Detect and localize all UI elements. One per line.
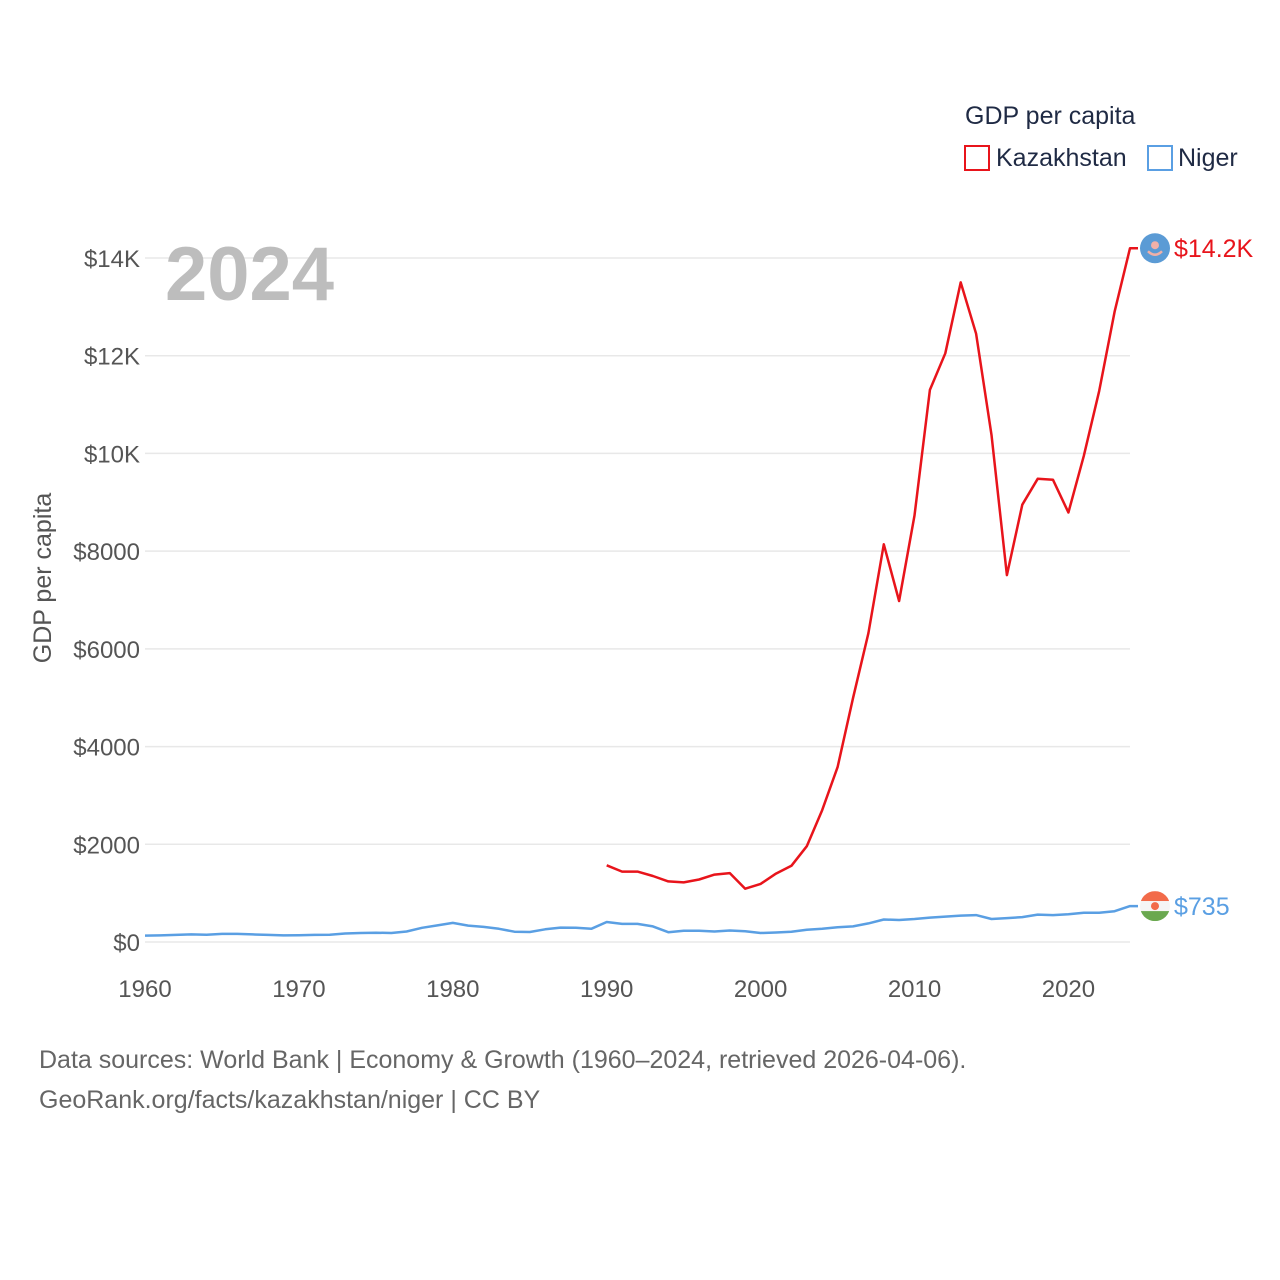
legend: GDP per capita Kazakhstan Niger [964, 102, 1238, 172]
y-tick-label: $10K [84, 441, 140, 468]
x-tick-label: 1970 [272, 976, 325, 1003]
kazakhstan-flag-icon [1140, 233, 1170, 264]
data-sources: Data sources: World Bank | Economy & Gro… [39, 1040, 966, 1120]
y-axis-label: GDP per capita [29, 493, 57, 664]
x-tick-label: 2010 [888, 976, 941, 1003]
y-tick-label: $4000 [73, 735, 140, 762]
legend-label-niger[interactable]: Niger [1178, 144, 1238, 172]
y-tick-label: $2000 [73, 832, 140, 859]
x-tick-label: 1960 [118, 976, 171, 1003]
x-tick-label: 2000 [734, 976, 787, 1003]
legend-label-kazakhstan[interactable]: Kazakhstan [996, 144, 1127, 172]
y-axis-ticks: $0 $2000 $4000 $6000 $8000 $10K $12K $14K [73, 246, 140, 957]
y-tick-label: $8000 [73, 539, 140, 566]
series-line-niger[interactable] [144, 904, 1138, 937]
y-tick-label: $12K [84, 344, 140, 371]
y-tick-label: $14K [84, 246, 140, 273]
y-tick-label: $0 [113, 930, 140, 957]
x-tick-label: 1980 [426, 976, 479, 1003]
x-tick-label: 1990 [580, 976, 633, 1003]
x-axis-ticks: 1960 1970 1980 1990 2000 2010 2020 [118, 976, 1095, 1003]
x-tick-label: 2020 [1042, 976, 1095, 1003]
sources-line: Data sources: World Bank | Economy & Gro… [39, 1046, 967, 1074]
end-label-kazakhstan: $14.2K [1174, 235, 1254, 263]
legend-swatch-niger[interactable] [1147, 145, 1173, 171]
gridlines [145, 257, 1130, 943]
y-tick-label: $6000 [73, 637, 140, 664]
license-line[interactable]: GeoRank.org/facts/kazakhstan/niger | CC … [39, 1086, 541, 1114]
end-label-niger: $735 [1174, 893, 1230, 921]
legend-title: GDP per capita [965, 102, 1136, 130]
year-watermark: 2024 [165, 232, 334, 317]
niger-flag-icon [1140, 891, 1170, 922]
legend-swatch-kazakhstan[interactable] [964, 145, 990, 171]
series-lines [144, 246, 1138, 937]
end-markers: $14.2K $735 [1140, 233, 1254, 922]
series-line-kazakhstan[interactable] [606, 246, 1138, 890]
